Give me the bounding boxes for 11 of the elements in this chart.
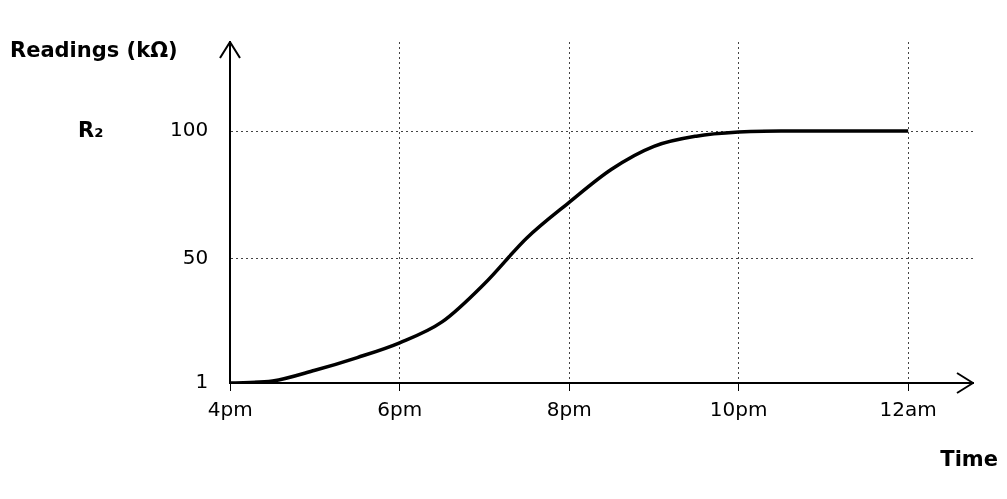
x-tick-label: 8pm <box>546 397 592 422</box>
text: R₂ <box>78 117 104 142</box>
x-tick-label: 6pm <box>377 397 423 422</box>
x-tick-label: 4pm <box>207 397 253 422</box>
y-tick-label: 100 <box>169 117 209 142</box>
y-tick-label: 50 <box>182 244 209 269</box>
x-tick-label: 10pm <box>709 397 768 422</box>
x-axis-title: Time <box>940 447 998 472</box>
y-axis-title: Readings (kΩ) <box>10 38 178 63</box>
x-tick-label: 12am <box>879 397 937 422</box>
y-tick-label: 1 <box>195 369 209 394</box>
